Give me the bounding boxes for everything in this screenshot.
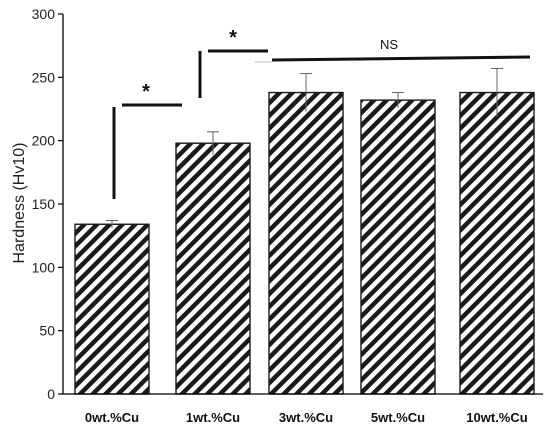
x-tick-label: 5wt.%Cu	[371, 410, 425, 425]
x-tick-label: 0wt.%Cu	[85, 410, 139, 425]
sig-star-0-1: *	[142, 81, 150, 103]
y-tick-label: 0	[47, 386, 55, 402]
x-tick-label: 3wt.%Cu	[279, 410, 333, 425]
y-tick-label: 300	[32, 6, 56, 22]
y-tick-label: 250	[32, 69, 56, 85]
y-axis-title: Hardness (Hv10)	[11, 143, 28, 264]
y-tick-label: 200	[32, 133, 56, 149]
sig-star-1-3: *	[229, 27, 237, 49]
ns-bracket-line	[271, 55, 531, 62]
significance-annotations: * * NS	[112, 27, 531, 199]
error-bars-layer	[106, 67, 503, 229]
bar-1wt.%Cu	[175, 142, 251, 395]
bar-5wt.%Cu	[360, 99, 436, 395]
x-tick-label: 10wt.%Cu	[466, 410, 527, 425]
y-tick-label: 50	[39, 323, 55, 339]
bars-layer	[74, 91, 535, 395]
bar-0wt.%Cu	[74, 223, 150, 395]
bar-3wt.%Cu	[268, 91, 344, 395]
y-tick-label: 150	[32, 196, 56, 212]
bar-10wt.%Cu	[459, 91, 535, 395]
axes: 0 50 100 150 200 250 300 0wt.%Cu 1wt.%Cu 3wt.%Cu 5…	[32, 6, 543, 425]
ns-label: NS	[380, 37, 398, 52]
x-tick-label: 1wt.%Cu	[186, 410, 240, 425]
y-tick-label: 100	[32, 259, 56, 275]
